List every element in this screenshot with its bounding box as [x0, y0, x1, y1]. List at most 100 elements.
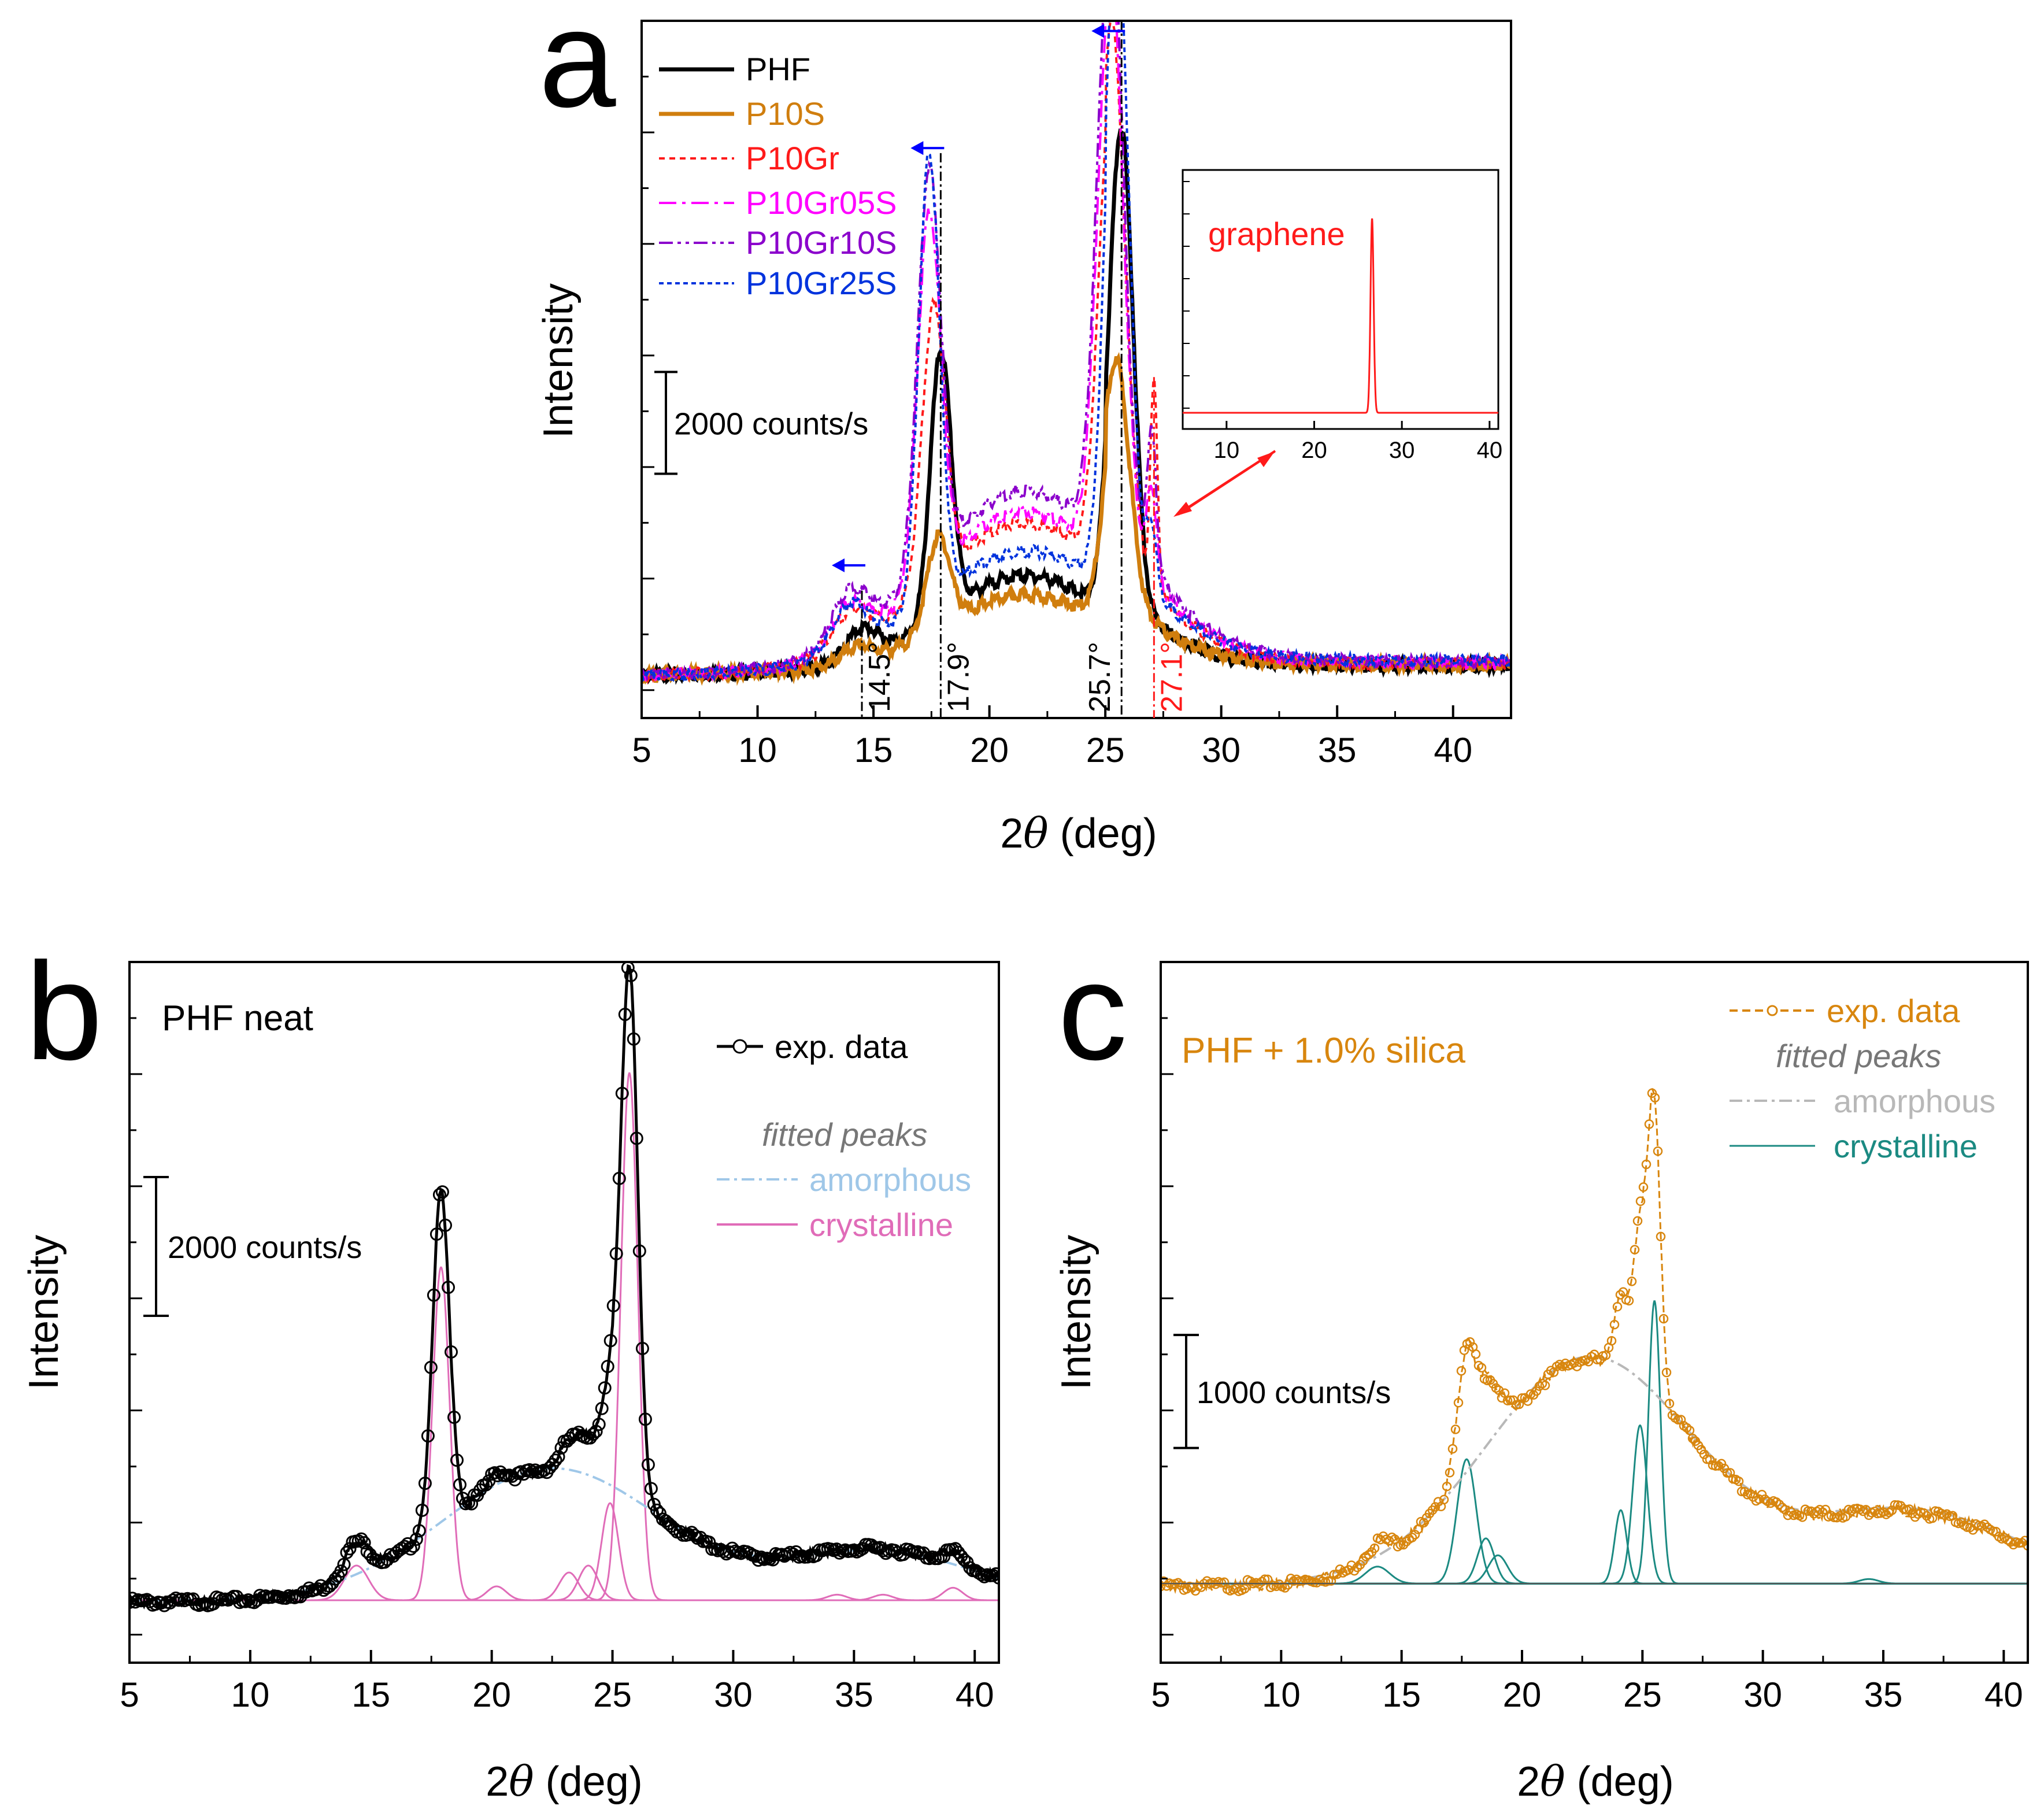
panel-c-xticks: 5 10 15 20 25 30 35 40 — [1151, 1650, 2023, 1714]
panel-b-sample-title: PHF neat — [162, 998, 313, 1038]
c-exp-point — [1910, 1512, 1920, 1522]
panel-b-xlabel: 2θ (deg) — [486, 1757, 643, 1805]
panel-a-scale-bar-label: 2000 counts/s — [674, 406, 868, 441]
panel-a-xlabel: 2θ (deg) — [1000, 809, 1157, 857]
b-exp-point — [351, 1534, 365, 1548]
panel-a-scale-bar: 2000 counts/s — [654, 371, 868, 475]
ref-label-14.5°: 14.5° — [863, 642, 897, 712]
c-exp-point — [2023, 1541, 2028, 1551]
c-exp-point — [2008, 1540, 2019, 1550]
c-exp-point — [1653, 1146, 1663, 1156]
b-exp-point — [569, 1427, 583, 1441]
c-exp-point — [1644, 1119, 1654, 1129]
c-exp-point — [1687, 1433, 1698, 1444]
panel-a-xtick-label-5: 5 — [632, 731, 651, 769]
c-exp-point — [1419, 1518, 1429, 1528]
panel-a-legend: PHF P10S P10Gr P10Gr05S P10Gr10S P10Gr25… — [659, 51, 897, 301]
c-exp-point — [1890, 1500, 1900, 1510]
c-exp-point — [1696, 1445, 1706, 1455]
panel-a-frame — [640, 20, 1512, 719]
c-exp-point — [1962, 1522, 1972, 1532]
c-exp-point — [1447, 1444, 1458, 1454]
panel-a-plot-area — [642, 21, 1511, 686]
b-exp-point — [638, 1412, 652, 1426]
panel-b-scale-bar: 2000 counts/s — [143, 1176, 362, 1317]
b-exp-point — [421, 1429, 435, 1443]
inset-xtick-label-40: 40 — [1477, 438, 1503, 463]
panel-c-plot-area — [1161, 1088, 2028, 1596]
panel-b: b Intensity 2θ (deg) 5 10 15 20 25 30 35 40 PHF… — [21, 934, 1000, 1805]
panel-a-ylabel: Intensity — [535, 283, 582, 438]
b-exp-point — [612, 1171, 626, 1185]
c-exp-point — [1716, 1459, 1727, 1469]
panel-c: c Intensity 2θ (deg) 5 10 15 20 25 30 35 40 PHF… — [1053, 934, 2029, 1805]
c-exp-point — [1161, 1581, 1172, 1591]
panel-a-xtick-label-40: 40 — [1434, 731, 1472, 769]
c-exp-point — [1210, 1579, 1221, 1589]
panel-b-xtick-label-15: 15 — [351, 1675, 390, 1714]
c-exp-point — [1332, 1569, 1342, 1579]
b-exp-point — [177, 1594, 191, 1607]
inset-plot-area — [1183, 218, 1498, 414]
panel-c-sample-title: PHF + 1.0% silica — [1182, 1031, 1466, 1071]
panel-c-frame — [1160, 961, 2029, 1664]
panel-c-letter: c — [1058, 934, 1127, 1089]
b-exp-point — [551, 1450, 565, 1464]
b-exp-point — [412, 1524, 426, 1538]
b-exp-point — [198, 1597, 212, 1611]
b-exp-point — [432, 1188, 446, 1201]
c-exp-point — [1445, 1468, 1455, 1478]
legend-a-P10Gr05S: P10Gr05S — [746, 184, 897, 221]
c-exp-point — [1705, 1455, 1715, 1465]
inset-xtick-label-20: 20 — [1301, 438, 1327, 463]
c-exp-point — [1658, 1314, 1669, 1324]
c-exp-point — [1627, 1276, 1637, 1286]
c-exp-point — [1173, 1578, 1183, 1588]
b-exp-point — [595, 1401, 609, 1415]
panel-a-xtick-label-20: 20 — [970, 731, 1009, 769]
c-exp-point — [1684, 1425, 1695, 1435]
panel-c-yticks — [1161, 1017, 1173, 1636]
c-exp-point — [1410, 1530, 1420, 1540]
c-exp-point — [1497, 1393, 1507, 1403]
b-exp-point — [354, 1532, 368, 1546]
c-exp-point — [1682, 1423, 1692, 1433]
legend-b-exp: exp. data — [775, 1028, 908, 1065]
panel-c-xtick-label-5: 5 — [1151, 1675, 1170, 1714]
c-exp-point — [1471, 1349, 1481, 1359]
b-exp-point — [630, 1131, 643, 1145]
c-exp-point — [1557, 1361, 1568, 1371]
c-exp-point — [1202, 1576, 1212, 1586]
c-exp-point — [1589, 1349, 1599, 1359]
panel-b-yticks — [129, 1017, 142, 1636]
c-exp-point — [1921, 1511, 1932, 1521]
b-exp-point — [447, 1411, 461, 1424]
c-exp-point — [1583, 1357, 1594, 1367]
b-exp-point — [424, 1360, 438, 1374]
c-exp-point — [1430, 1502, 1441, 1512]
panel-c-xtick-label-10: 10 — [1262, 1675, 1301, 1714]
c-exp-point — [1991, 1527, 2001, 1537]
c-exp-point — [1161, 1581, 1166, 1592]
inset-graphene-curve — [1183, 218, 1498, 414]
legend-a-P10Gr: P10Gr — [746, 140, 839, 176]
panel-c-ylabel: Intensity — [1053, 1235, 1099, 1390]
b-exp-point — [398, 1540, 412, 1553]
c-exp-point — [2020, 1536, 2028, 1546]
c-exp-point — [1439, 1494, 1449, 1505]
panel-c-xtick-label-20: 20 — [1503, 1675, 1542, 1714]
b-crystalline-peak-9 — [129, 1586, 999, 1601]
b-exp-point — [586, 1427, 600, 1441]
c-exp-point — [1182, 1584, 1192, 1594]
c-exp-point — [1664, 1398, 1675, 1409]
inset-xtick-label-30: 30 — [1389, 438, 1415, 463]
c-exp-point — [1453, 1398, 1464, 1408]
panel-b-xtick-label-5: 5 — [120, 1675, 139, 1714]
c-exp-point — [1161, 1576, 1169, 1586]
c-exp-point — [1722, 1468, 1732, 1478]
b-exp-point — [688, 1529, 702, 1542]
c-exp-point — [1641, 1159, 1652, 1170]
c-exp-point — [1456, 1366, 1467, 1376]
panel-b-xticks: 5 10 15 20 25 30 35 40 — [120, 1650, 994, 1714]
panel-a-yticks — [642, 75, 654, 691]
